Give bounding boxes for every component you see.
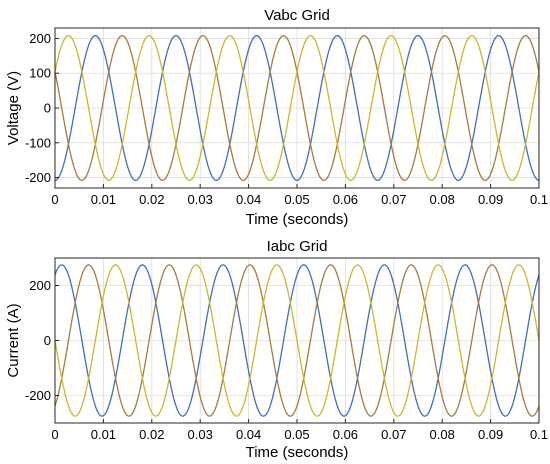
chart-2-x-tick-label: 0 <box>51 427 58 442</box>
chart-1: 0 0.01 0.02 0.03 0.04 0.05 0.06 0.07 0.08 0.09 0.1… <box>5 7 548 228</box>
chart-1-y-tick-label: 100 <box>29 66 51 81</box>
chart-1-series-3-line <box>54 35 540 181</box>
chart-2-x-tick-label: 0.07 <box>381 427 406 442</box>
chart-2-x-tick-label: 0.04 <box>236 427 261 442</box>
chart-2-x-tick-label: 0.06 <box>333 427 358 442</box>
chart-1-x-tick-label: 0.1 <box>530 192 548 207</box>
chart-2-x-axis-label: Time (seconds) <box>246 444 349 461</box>
chart-2: 0 0.01 0.02 0.03 0.04 0.05 0.06 0.07 0.08 0.09 0.1… <box>5 238 548 461</box>
chart-1-y-tick-label: 0 <box>44 101 51 116</box>
chart-2-x-tick-label: 0.05 <box>284 427 309 442</box>
chart-1-y-axis-label: Voltage (V) <box>5 71 22 145</box>
chart-1-y-tick-label: 200 <box>29 31 51 46</box>
chart-1-x-tick-label: 0.09 <box>478 192 503 207</box>
chart-1-x-tick-label: 0.07 <box>381 192 406 207</box>
chart-1-x-tick-label: 0.01 <box>91 192 116 207</box>
chart-2-y-tick-label: -200 <box>25 388 51 403</box>
chart-1-x-tick-label: 0.06 <box>333 192 358 207</box>
chart-2-y-tick-label: 200 <box>29 278 51 293</box>
chart-2-x-tick-label: 0.09 <box>478 427 503 442</box>
chart-1-y-tick-label: -200 <box>25 170 51 185</box>
chart-1-x-tick-label: 0.05 <box>284 192 309 207</box>
chart-2-x-tick-label: 0.1 <box>530 427 548 442</box>
chart-1-series-1-line <box>54 34 540 182</box>
chart-2-x-tick-label: 0.03 <box>188 427 213 442</box>
chart-1-x-tick-label: 0.03 <box>188 192 213 207</box>
chart-1-y-tick-label: -100 <box>25 135 51 150</box>
chart-2-title: Iabc Grid <box>267 238 328 255</box>
chart-2-series-3-line <box>54 264 540 417</box>
chart-1-x-tick-label: 0.04 <box>236 192 261 207</box>
chart-2-x-tick-label: 0.01 <box>91 427 116 442</box>
chart-1-x-axis-label: Time (seconds) <box>246 211 349 228</box>
chart-2-y-tick-label: 0 <box>44 333 51 348</box>
chart-2-series-2-line <box>54 264 540 417</box>
chart-1-x-tick-label: 0 <box>51 192 58 207</box>
chart-2-x-tick-label: 0.02 <box>139 427 164 442</box>
chart-1-x-tick-label: 0.02 <box>139 192 164 207</box>
chart-1-x-tick-label: 0.08 <box>430 192 455 207</box>
chart-2-x-tick-label: 0.08 <box>430 427 455 442</box>
chart-2-y-axis-label: Current (A) <box>5 303 22 377</box>
chart-2-series-1-line <box>54 264 540 417</box>
chart-1-title: Vabc Grid <box>264 7 330 24</box>
